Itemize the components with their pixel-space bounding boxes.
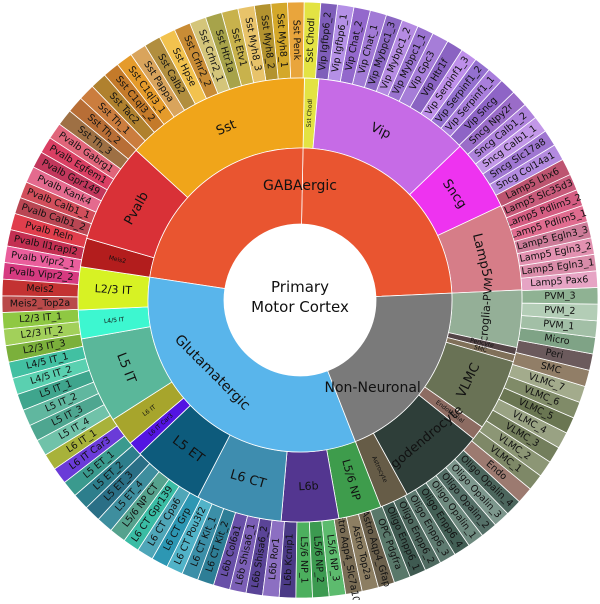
subclass-label-sst-chodl: Sst Chodl bbox=[306, 99, 315, 128]
center-title-line2: Motor Cortex bbox=[251, 298, 349, 316]
subclass-label-meis2: Meis2 bbox=[108, 255, 127, 266]
cluster-label-meis2-top2a: Meis2_Top2a bbox=[10, 298, 70, 310]
cluster-label-pvm-1: PVM_1 bbox=[543, 318, 575, 332]
cluster-label-sst-chodl: Sst Chodl bbox=[304, 18, 317, 63]
center-title-line1: Primary bbox=[271, 278, 329, 296]
cluster-label-sst-penk: Sst Penk bbox=[291, 20, 303, 61]
cluster-label-l2-3-it-1: L2/3 IT_1 bbox=[19, 311, 63, 325]
cluster-label-pvm-3: PVM_3 bbox=[544, 291, 575, 302]
cluster-label-pvm-2: PVM_2 bbox=[544, 305, 576, 317]
cluster-label-meis2: Meis2 bbox=[26, 283, 54, 295]
cluster-label-l5-6-np-2: L5/6 NP_2 bbox=[311, 535, 325, 583]
subclass-label-l4-5-it: L4/5 IT bbox=[104, 316, 125, 325]
cluster-label-peri: Peri bbox=[544, 347, 564, 361]
cluster-label-l6b-ror1: L6b Ror1 bbox=[267, 537, 282, 580]
subclass-label-smc: SMC bbox=[473, 344, 488, 354]
cluster-label-l6b-kcnip1: L6b Kcnip1 bbox=[282, 533, 295, 586]
cluster-label-l2-3-it-2: L2/3 IT_2 bbox=[20, 325, 64, 341]
subclass-ring: Sst ChodlVipSncgLamp5Microglia-PVMPericy… bbox=[77, 77, 523, 523]
cluster-label-smc: SMC bbox=[539, 360, 562, 376]
center-hole bbox=[224, 224, 376, 376]
cluster-label-sst-myh8-1: Sst Myh8_1 bbox=[274, 13, 289, 68]
cluster-label-lamp5-pax6: Lamp5 Pax6 bbox=[530, 274, 589, 289]
subclass-label-l6b: L6b bbox=[298, 479, 319, 493]
class-label-gabaergic: GABAergic bbox=[263, 178, 337, 194]
class-label-non-neuronal: Non-Neuronal bbox=[325, 380, 421, 396]
cluster-label-l5-6-np-1: L5/6 NP_1 bbox=[298, 536, 310, 583]
subclass-label-sst: Sst bbox=[214, 117, 238, 139]
cluster-label-micro: Micro bbox=[543, 333, 570, 348]
subclass-label-l2-3-it: L2/3 IT bbox=[94, 282, 132, 297]
